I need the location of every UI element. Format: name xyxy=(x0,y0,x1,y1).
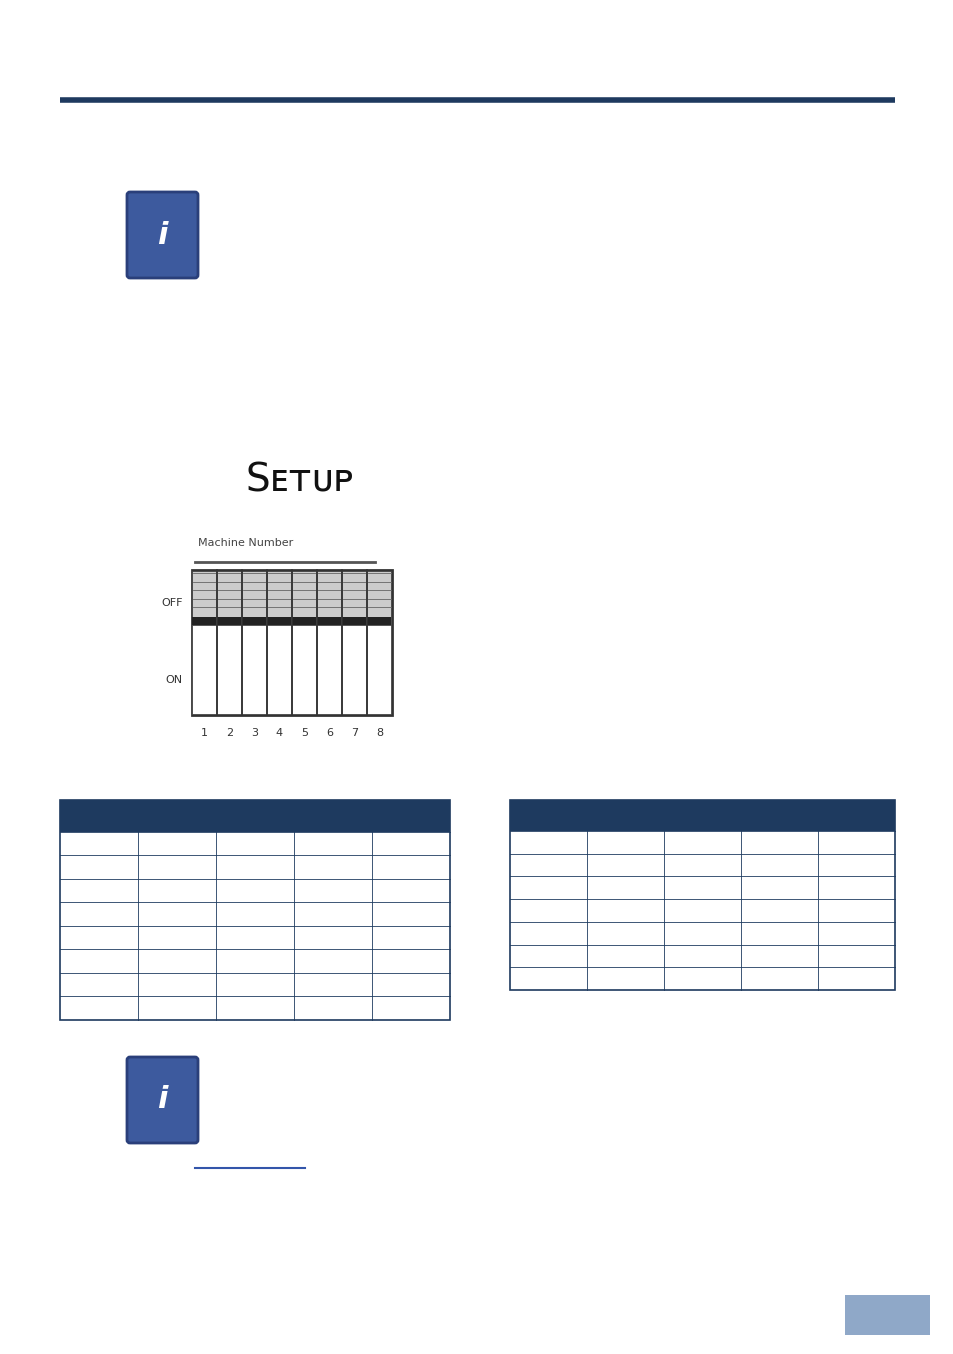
Bar xyxy=(510,800,894,990)
Bar xyxy=(342,617,366,626)
Text: 2: 2 xyxy=(226,728,233,738)
Bar xyxy=(217,617,241,626)
Bar xyxy=(193,617,216,626)
Bar xyxy=(367,570,391,624)
Bar xyxy=(293,570,316,624)
Text: 6: 6 xyxy=(326,728,333,738)
Text: OFF: OFF xyxy=(161,598,183,608)
Text: i: i xyxy=(157,221,168,249)
Bar xyxy=(293,617,316,626)
Bar xyxy=(217,626,241,714)
Text: i: i xyxy=(157,1086,168,1114)
Bar xyxy=(367,617,391,626)
Bar xyxy=(317,617,341,626)
Text: 1: 1 xyxy=(201,728,208,738)
Bar xyxy=(317,626,341,714)
Bar xyxy=(242,626,266,714)
Bar xyxy=(242,617,266,626)
Text: 7: 7 xyxy=(351,728,357,738)
Text: 4: 4 xyxy=(275,728,283,738)
Bar xyxy=(342,570,366,624)
Bar xyxy=(844,1294,929,1335)
Bar xyxy=(192,570,392,715)
Bar xyxy=(510,800,894,831)
Bar xyxy=(342,626,366,714)
Bar xyxy=(293,626,316,714)
Text: Machine Number: Machine Number xyxy=(198,538,293,548)
Text: 3: 3 xyxy=(251,728,257,738)
Text: 8: 8 xyxy=(375,728,383,738)
Text: Sᴇᴛᴜᴘ: Sᴇᴛᴜᴘ xyxy=(245,460,355,500)
Text: ON: ON xyxy=(166,676,183,685)
Bar xyxy=(193,626,216,714)
Bar xyxy=(60,800,450,1020)
Bar xyxy=(367,626,391,714)
Bar xyxy=(267,626,292,714)
Bar xyxy=(193,570,216,624)
Text: 5: 5 xyxy=(301,728,308,738)
Bar xyxy=(242,570,266,624)
Bar xyxy=(60,800,450,831)
Bar xyxy=(317,570,341,624)
FancyBboxPatch shape xyxy=(127,192,198,278)
Bar xyxy=(267,570,292,624)
Bar xyxy=(267,617,292,626)
FancyBboxPatch shape xyxy=(127,1057,198,1143)
Bar xyxy=(217,570,241,624)
